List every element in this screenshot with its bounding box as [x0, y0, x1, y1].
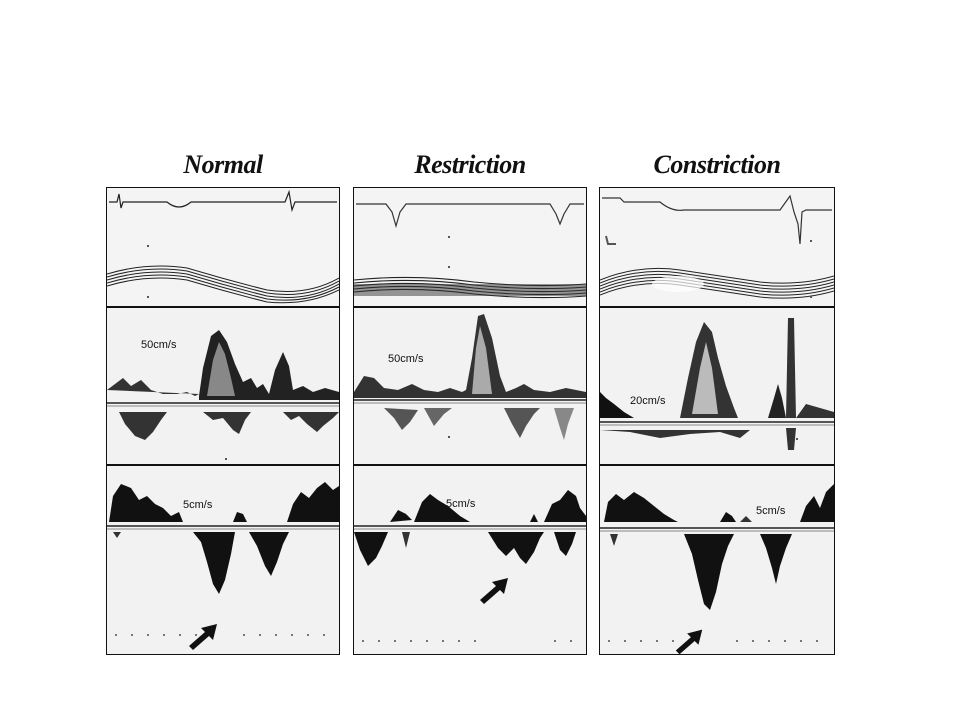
normal-mmode-panel	[107, 188, 339, 306]
panel-divider	[107, 464, 339, 466]
normal-column: 50cm/s 5cm/s	[106, 187, 340, 655]
normal-mitral-velocity-label: 50cm/s	[141, 339, 177, 351]
panel-divider	[354, 306, 586, 308]
restriction-column: 50cm/s 5cm/s	[353, 187, 587, 655]
constriction-tissue-velocity-label: 5cm/s	[756, 505, 786, 517]
arrow-up-right-icon	[189, 624, 217, 650]
constriction-tissue-doppler-panel	[600, 466, 834, 654]
constriction-column: 20cm/s 5cm/s	[599, 187, 835, 655]
arrow-up-right-icon	[675, 629, 703, 655]
restriction-tissue-doppler-panel	[354, 466, 586, 654]
panel-divider	[600, 464, 834, 466]
column-title-constriction: Constriction	[653, 150, 781, 179]
normal-mitral-doppler-panel	[107, 308, 339, 464]
constriction-mmode-panel	[600, 188, 834, 306]
restriction-mitral-doppler-panel	[354, 308, 586, 464]
column-title-restriction: Restriction	[414, 150, 526, 179]
restriction-tissue-velocity-label: 5cm/s	[446, 498, 476, 510]
normal-tissue-velocity-label: 5cm/s	[183, 499, 213, 511]
panel-divider	[107, 306, 339, 308]
panel-divider	[600, 306, 834, 308]
panel-divider	[354, 464, 586, 466]
constriction-mitral-velocity-label: 20cm/s	[630, 395, 666, 407]
restriction-mitral-velocity-label: 50cm/s	[388, 353, 424, 365]
column-title-normal: Normal	[183, 150, 263, 179]
restriction-mmode-panel	[354, 188, 586, 306]
normal-tissue-doppler-panel	[107, 466, 339, 654]
constriction-mitral-doppler-panel	[600, 308, 834, 464]
arrow-up-right-icon	[480, 578, 508, 604]
